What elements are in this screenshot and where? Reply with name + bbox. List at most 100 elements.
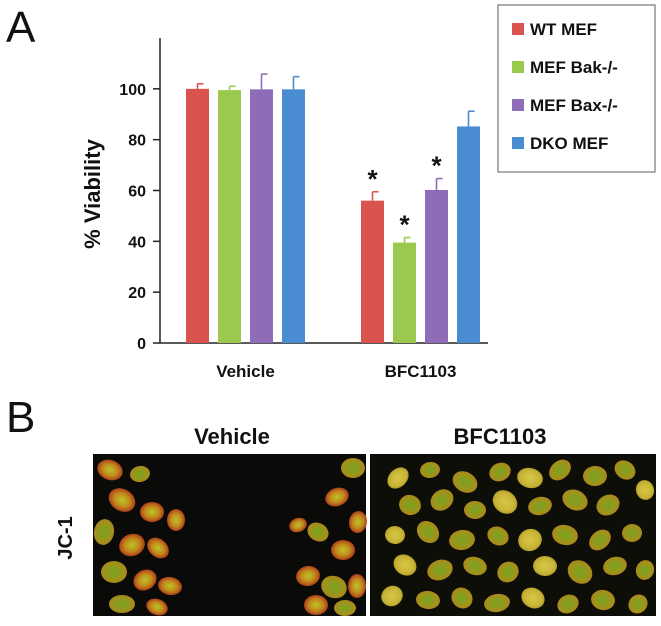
- cell: [97, 459, 123, 481]
- error-bars: [196, 73, 475, 243]
- cell: [427, 559, 453, 581]
- cell: [416, 520, 440, 544]
- x-axis: Vehicle BFC1103: [160, 342, 488, 381]
- micrograph-title-vehicle: Vehicle: [194, 424, 270, 449]
- legend: WT MEF MEF Bak-/- MEF Bax-/- DKO MEF: [497, 4, 656, 173]
- cell: [521, 587, 545, 609]
- cell: [614, 460, 636, 480]
- bar: [282, 89, 305, 343]
- cell: [557, 594, 579, 614]
- bar-series: [186, 88, 480, 344]
- cell: [393, 554, 417, 576]
- cell: [622, 523, 642, 543]
- cell: [331, 540, 355, 560]
- legend-swatch: [512, 61, 524, 73]
- cell: [93, 519, 115, 545]
- cell: [334, 600, 356, 616]
- cell: [108, 488, 136, 512]
- y-tick-label: 80: [128, 133, 146, 150]
- cell: [304, 595, 328, 615]
- legend-label: MEF Bak-/-: [530, 58, 618, 77]
- cell: [385, 525, 405, 545]
- bar: [186, 88, 209, 343]
- cell: [533, 555, 557, 577]
- cell: [591, 589, 615, 611]
- bar: [457, 126, 480, 343]
- cell: [589, 529, 611, 551]
- cell: [147, 537, 169, 559]
- cell: [549, 459, 571, 481]
- cell: [158, 576, 182, 596]
- legend-swatch: [512, 99, 524, 111]
- bar: [425, 189, 448, 343]
- cell: [387, 467, 409, 489]
- micrograph-bfc1103-frame: [370, 454, 656, 616]
- cell: [289, 517, 307, 533]
- cell: [452, 471, 478, 493]
- y-tick-label: 60: [128, 184, 146, 201]
- cell: [497, 561, 519, 583]
- cell: [381, 585, 403, 607]
- bar: [218, 90, 241, 344]
- cell: [583, 465, 607, 487]
- cell: [140, 502, 164, 522]
- cell: [517, 467, 543, 489]
- cell: [464, 500, 486, 520]
- cell: [119, 533, 145, 557]
- x-category-label: Vehicle: [216, 362, 275, 381]
- y-tick-label: 0: [137, 336, 146, 353]
- cell: [146, 598, 168, 616]
- cell: [552, 524, 578, 546]
- cell: [325, 487, 349, 507]
- legend-items: WT MEF MEF Bak-/- MEF Bax-/- DKO MEF: [512, 20, 618, 153]
- cell: [596, 494, 620, 516]
- cell: [487, 526, 509, 546]
- cell: [451, 587, 473, 609]
- cell: [635, 480, 655, 500]
- cell: [463, 556, 487, 576]
- cell: [307, 522, 329, 542]
- legend-swatch: [512, 137, 524, 149]
- legend-swatch: [512, 23, 524, 35]
- cell: [528, 496, 552, 516]
- micrographs: Vehicle BFC1103 JC-1: [55, 424, 656, 616]
- legend-label: DKO MEF: [530, 134, 608, 153]
- significance-markers: * * *: [367, 151, 442, 240]
- cell: [562, 489, 588, 511]
- cell: [449, 529, 475, 551]
- cell: [341, 458, 365, 478]
- bar: [250, 89, 273, 343]
- y-tick-label: 100: [119, 82, 146, 99]
- cell: [399, 494, 421, 516]
- micrograph-vehicle-cells: [93, 458, 368, 616]
- micrograph-bfc1103-cells: [381, 459, 655, 614]
- cell: [420, 461, 440, 479]
- y-axis: 0 20 40 60 80 100: [119, 38, 161, 353]
- cell: [492, 490, 518, 514]
- cell: [321, 575, 347, 599]
- legend-label: MEF Bax-/-: [530, 96, 618, 115]
- y-axis-title: % Viability: [80, 138, 105, 248]
- cell: [635, 560, 655, 580]
- bar: [393, 242, 416, 343]
- y-tick-label: 20: [128, 285, 146, 302]
- row-label-jc1: JC-1: [55, 516, 77, 559]
- micrograph-title-bfc1103: BFC1103: [454, 424, 547, 449]
- legend-label: WT MEF: [530, 20, 597, 39]
- cell: [416, 590, 440, 610]
- significance-star: *: [367, 164, 378, 194]
- legend-box: [497, 4, 656, 173]
- panel-letter-b: B: [6, 393, 35, 442]
- cell: [567, 560, 593, 584]
- cell: [603, 556, 627, 576]
- cell: [348, 574, 366, 598]
- bar: [361, 200, 384, 343]
- cell: [133, 569, 157, 591]
- significance-star: *: [399, 210, 410, 240]
- significance-star: *: [431, 151, 442, 181]
- cell: [109, 595, 135, 613]
- panel-letter-a: A: [6, 3, 36, 52]
- cell: [296, 565, 320, 587]
